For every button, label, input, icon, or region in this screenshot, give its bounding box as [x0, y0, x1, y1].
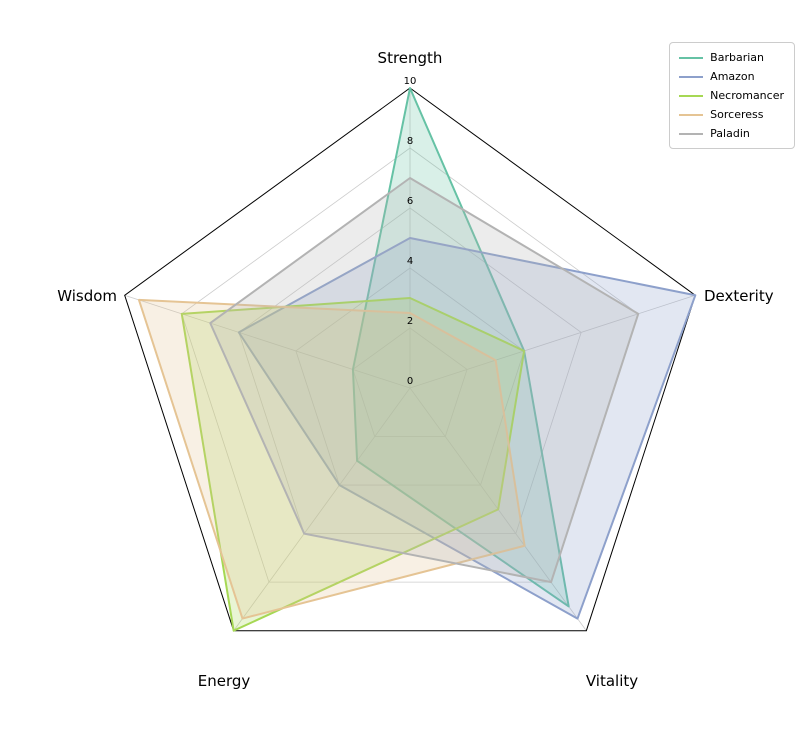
- legend-label: Paladin: [710, 127, 750, 140]
- axis-label-vitality: Vitality: [586, 672, 638, 690]
- legend: Barbarian Amazon Necromancer Sorceress P…: [669, 42, 795, 149]
- legend-swatch-sorceress: [679, 113, 704, 116]
- grid-ring: [181, 147, 639, 583]
- tick-layer: 0 2 4 6 8 10: [404, 76, 417, 387]
- tick-label-6: 6: [407, 196, 413, 207]
- grid-ring: [238, 207, 582, 535]
- chart-frame: [124, 87, 696, 632]
- axis-label-energy: Energy: [198, 672, 251, 690]
- legend-item-necromancer: Necromancer: [679, 88, 784, 103]
- tick-label-0: 0: [407, 376, 413, 387]
- legend-label: Necromancer: [710, 89, 784, 102]
- legend-item-amazon: Amazon: [679, 69, 784, 84]
- axis-label-strength: Strength: [378, 49, 443, 67]
- legend-item-paladin: Paladin: [679, 126, 784, 141]
- axis-label-wisdom: Wisdom: [57, 287, 117, 305]
- series-polygon-amazon: [237, 237, 697, 620]
- grid-layer: [124, 87, 696, 632]
- axis-label-dexterity: Dexterity: [704, 287, 774, 305]
- grid-spoke: [409, 294, 696, 389]
- legend-label: Amazon: [710, 70, 755, 83]
- tick-label-8: 8: [407, 136, 413, 147]
- series-polygon-paladin: [209, 177, 640, 584]
- series-layer: [137, 87, 697, 632]
- legend-label: Barbarian: [710, 51, 764, 64]
- legend-item-sorceress: Sorceress: [679, 107, 784, 122]
- grid-spoke: [124, 294, 411, 389]
- tick-label-10: 10: [404, 76, 417, 87]
- legend-swatch-necromancer: [679, 94, 704, 97]
- legend-label: Sorceress: [710, 108, 764, 121]
- series-polygon-necromancer: [180, 297, 526, 632]
- tick-label-4: 4: [407, 256, 413, 267]
- legend-item-barbarian: Barbarian: [679, 50, 784, 65]
- axis-labels: Strength Dexterity Vitality Energy Wisdo…: [57, 49, 774, 690]
- tick-label-2: 2: [407, 316, 413, 327]
- grid-ring: [352, 327, 468, 437]
- legend-swatch-barbarian: [679, 56, 704, 59]
- legend-swatch-paladin: [679, 132, 704, 135]
- legend-swatch-amazon: [679, 75, 704, 78]
- grid-ring: [295, 267, 525, 486]
- grid-spoke: [233, 387, 411, 631]
